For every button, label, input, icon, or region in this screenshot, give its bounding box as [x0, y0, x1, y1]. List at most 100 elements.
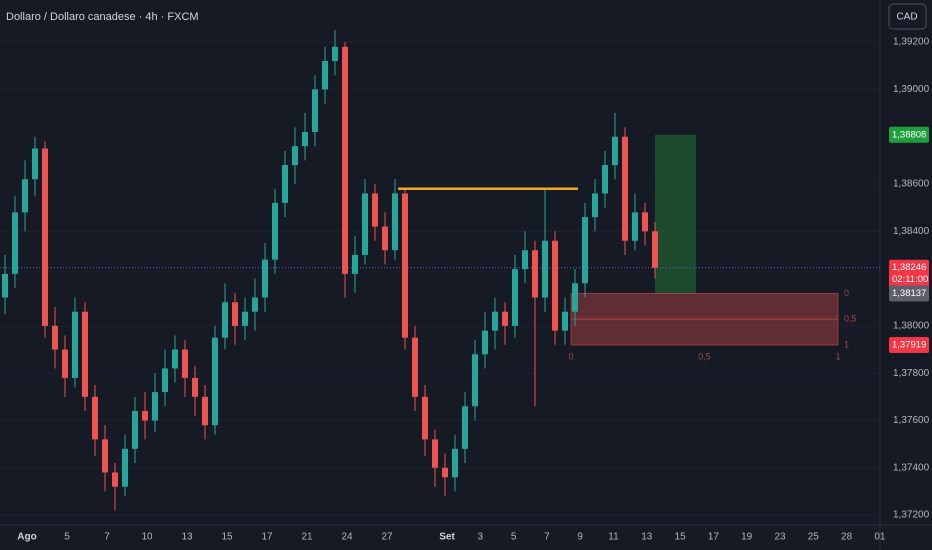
plot-area: 0 0 0,5 0,5 11	[0, 30, 880, 511]
candle-body	[372, 193, 378, 227]
candle-body	[62, 349, 68, 378]
fib-label-bottom: 0	[568, 351, 573, 361]
candle-body	[312, 89, 318, 132]
candle-body	[452, 448, 458, 478]
candle-body	[72, 311, 78, 378]
x-tick-label: 24	[341, 532, 353, 543]
candle-body	[302, 131, 308, 147]
candle-body	[482, 330, 488, 355]
candle-body	[252, 297, 258, 312]
candle-body	[132, 411, 138, 449]
candle-body	[512, 269, 518, 326]
candle-body	[442, 467, 448, 478]
y-tick-label: 1,38000	[893, 321, 930, 332]
candle-body	[402, 193, 408, 338]
x-tick-label: Set	[439, 532, 455, 543]
candle-body	[112, 472, 118, 487]
candle-body	[612, 136, 618, 166]
x-tick-label: 11	[608, 532, 619, 543]
x-tick-label: 15	[675, 532, 687, 543]
candle-body	[92, 396, 98, 440]
candle-body	[522, 250, 528, 270]
x-tick-label: 5	[511, 532, 517, 543]
target-price-label: 1,38808	[892, 129, 926, 140]
axes: 1,37200 1,37400 1,37600 1,37800 1,38000 1,384…	[17, 37, 929, 543]
currency-button[interactable]	[888, 3, 927, 30]
x-tick-label: 27	[381, 532, 393, 543]
candle-body	[122, 448, 128, 487]
candle-body	[582, 217, 588, 284]
candle-body	[182, 349, 188, 378]
candle-body	[242, 311, 248, 326]
x-tick-label: 01	[874, 532, 886, 543]
candle-body	[622, 136, 628, 241]
candle-body	[632, 212, 638, 241]
candle-body	[532, 250, 538, 298]
fib-label-right: 0	[844, 288, 849, 298]
candle-body	[472, 354, 478, 407]
candle-body	[392, 193, 398, 251]
last-price-box	[889, 259, 929, 288]
candle-body	[282, 165, 288, 203]
candle-body	[352, 254, 358, 274]
candle-body	[222, 302, 228, 338]
fib-label-bottom: 1	[835, 351, 840, 361]
entry-price-label-box	[889, 285, 929, 302]
x-tick-label: 13	[181, 532, 193, 543]
candle-body	[172, 349, 178, 369]
candle-body	[322, 61, 328, 90]
candle-body	[152, 392, 158, 421]
candle-body	[42, 148, 48, 326]
candle-body	[12, 212, 18, 274]
y-tick-label: 1,37400	[893, 462, 930, 473]
candle-body	[192, 377, 198, 397]
candle-body	[22, 179, 28, 213]
candle-body	[162, 368, 168, 393]
y-tick-label: 1,37600	[893, 415, 930, 426]
candle-body	[572, 283, 578, 312]
candle-body	[382, 226, 388, 251]
stop-price-label: 1,37919	[892, 340, 926, 351]
candle-body	[642, 212, 648, 232]
y-tick-label: 1,37800	[893, 368, 930, 379]
candle-body	[342, 46, 348, 274]
y-tick-label: 1,39000	[893, 84, 930, 95]
candle-body	[492, 311, 498, 331]
candle-body	[142, 411, 148, 421]
candle-body	[462, 406, 468, 449]
fib-label-right: 1	[844, 339, 849, 349]
fib-label-right: 0,5	[844, 314, 857, 324]
x-tick-label: 5	[64, 532, 70, 543]
x-tick-label: 28	[841, 532, 853, 543]
candle-body	[432, 439, 438, 468]
y-tick-label: 1,38600	[893, 179, 930, 190]
candle-body	[412, 337, 418, 397]
candle-body	[212, 337, 218, 426]
candle-body	[232, 302, 238, 326]
x-tick-label: 21	[301, 532, 313, 543]
chart-title: Dollaro / Dollaro canadese · 4h · FXCM	[6, 11, 199, 23]
candle-body	[202, 396, 208, 426]
grid	[0, 41, 880, 516]
candle-body	[262, 259, 268, 298]
x-tick-label: 17	[261, 532, 273, 543]
y-tick-label: 1,39200	[893, 37, 930, 48]
candle-body	[422, 396, 428, 440]
stop-price-label-box	[889, 337, 929, 354]
x-tick-label: 19	[741, 532, 753, 543]
candle-body	[32, 148, 38, 180]
candle-body	[562, 311, 568, 331]
x-tick-label: 17	[708, 532, 720, 543]
candle-body	[592, 193, 598, 218]
candle-body	[82, 311, 88, 397]
candle-body	[272, 202, 278, 260]
y-tick-label: 1,37200	[893, 510, 930, 521]
candle-body	[542, 240, 548, 298]
candle-body	[292, 146, 298, 166]
countdown-label: 02:11:00	[892, 274, 928, 285]
take-profit-zone	[655, 134, 696, 294]
currency-button-label[interactable]: CAD	[896, 12, 917, 23]
x-tick-label: 23	[774, 532, 786, 543]
